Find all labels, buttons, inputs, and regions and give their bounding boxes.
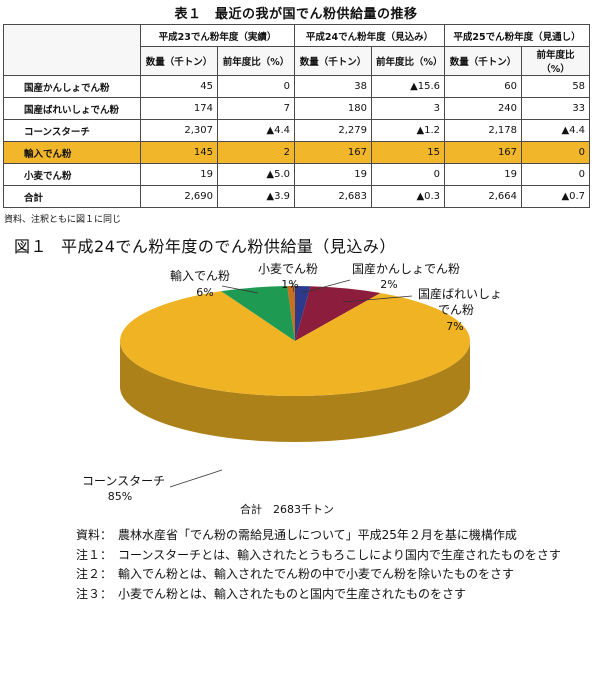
table-body: 国産かんしょでん粉 45 0 38 ▲15.6 60 58 国産ばれいしょでん粉 174 7 180… [3, 75, 591, 208]
column-header: 前年度比（%） [521, 46, 591, 76]
table-title: 表１ 最近の我が国でん粉供給量の推移 [174, 7, 418, 22]
column-header: 前年度比（%） [216, 46, 296, 76]
note-key: 注２： [76, 567, 113, 581]
table-sub-header-row: 数量（千トン） 前年度比（%） 数量（千トン） 前年度比（%） 数量（千トン） … [4, 46, 591, 76]
slice-label: 国産かんしょでん粉 [352, 261, 460, 276]
note-text: 農林水産省「でん粉の需給見通しについて」平成25年２月を基に機構作成 [118, 528, 517, 542]
pie-side-wall [120, 341, 470, 442]
table-note: 資料、注釈ともに図１に同じ [4, 215, 122, 225]
leader-line [301, 279, 351, 294]
note-text: 小麦でん粉とは、輸入されたものと国内で生産されたものをさす [118, 586, 467, 601]
slice-label: 国産ばれいしょ [418, 286, 502, 301]
note-1: 注１： コーンスターチとは、輸入されたとうもろこしにより国内で生産されたものをさす [76, 546, 586, 566]
note-text: 輸入でん粉とは、輸入されたでん粉の中で小麦でん粉を除いたものをさす [118, 567, 515, 581]
table-row: 小麦でん粉 19 ▲5.0 19 0 19 0 [3, 163, 591, 186]
column-header: 前年度比（%） [371, 46, 446, 76]
slice-percent: 1% [281, 278, 298, 291]
table-cell: 15 [371, 141, 446, 164]
note-key: 注１： [76, 547, 113, 562]
leader-line [291, 280, 295, 293]
note-3: 注３： 小麦でん粉とは、輸入されたものと国内で生産されたものをさす [76, 585, 586, 605]
notes: 資料： 農林水産省「でん粉の需給見通しについて」平成25年２月を基に機構作成 注１… [76, 526, 586, 604]
note-key: 注３： [76, 586, 113, 601]
note-2: 注２： 輸入でん粉とは、輸入されたでん粉の中で小麦でん粉を除いたものをさす [76, 565, 586, 585]
leader-line [221, 285, 259, 294]
table-cell: 167 [444, 141, 523, 164]
slice-label: 輸入でん粉 [170, 268, 230, 283]
table-row: 合計 2,690 ▲3.9 2,683 ▲0.3 2,664 ▲0.7 [3, 185, 591, 208]
slice-label: コーンスターチ [82, 474, 165, 488]
figure-title: 図１ 平成24でん粉年度のでん粉供給量（見込み） [14, 233, 396, 257]
column-header: 数量（千トン） [294, 46, 373, 76]
slice-label: でん粉 [438, 303, 474, 317]
slice-label: 小麦でん粉 [258, 262, 318, 276]
table-cell: ▲0.7 [521, 185, 591, 208]
table-cell: ▲5.0 [216, 163, 296, 186]
table-cell: 3 [371, 97, 446, 120]
note-source: 資料： 農林水産省「でん粉の需給見通しについて」平成25年２月を基に機構作成 [76, 526, 586, 546]
chart-total: 合計 2683千トン [240, 503, 334, 516]
slice-percent: 6% [196, 286, 213, 299]
table-cell: 167 [294, 141, 373, 164]
figure-number: 図１ [14, 237, 48, 256]
table-row: 国産ばれいしょでん粉 174 7 180 3 240 33 [3, 97, 591, 120]
slice-percent: 2% [380, 278, 397, 291]
leader-line [342, 295, 413, 303]
table-cell: ▲3.9 [216, 185, 296, 208]
row-label: 輸入でん粉 [3, 141, 141, 164]
slice-percent: 7% [446, 320, 463, 333]
pie-slice [287, 286, 295, 341]
slice-percent: 85% [108, 490, 132, 503]
pie-slice [120, 291, 471, 397]
supply-table: 平成23でん粉年度（実績） 平成24でん粉年度（見込み） 平成25でん粉年度（見… [3, 24, 591, 208]
table-row: 輸入でん粉 145 2 167 15 167 0 [3, 141, 591, 164]
leader-line [169, 469, 223, 488]
table-cell: ▲0.3 [371, 185, 446, 208]
note-text: コーンスターチとは、輸入されたとうもろこしにより国内で生産されたものをさす [118, 547, 561, 562]
pie-slice [295, 286, 381, 341]
figure-title-text: 平成24でん粉年度のでん粉供給量（見込み） [61, 237, 396, 256]
note-key: 資料： [76, 528, 113, 542]
column-header: 数量（千トン） [444, 46, 523, 76]
pie-slice [295, 286, 311, 341]
column-header: 数量（千トン） [140, 46, 218, 76]
table-group-header-row: 平成23でん粉年度（実績） 平成24でん粉年度（見込み） 平成25でん粉年度（見… [3, 24, 591, 76]
pie-slice [221, 286, 295, 341]
